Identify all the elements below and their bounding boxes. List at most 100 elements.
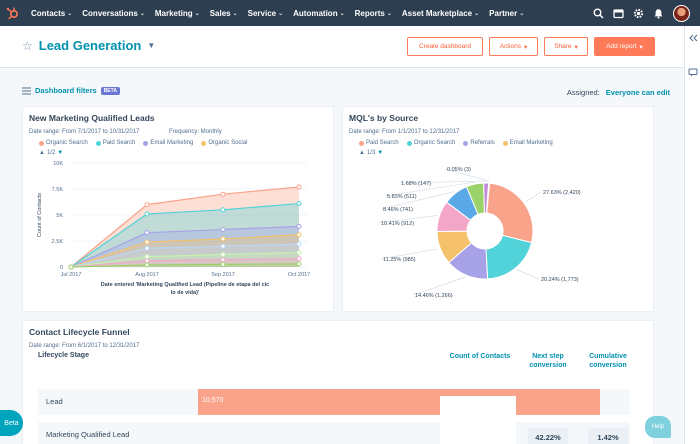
data-point[interactable] <box>144 211 150 217</box>
report-title[interactable]: MQL's by Source <box>349 113 419 123</box>
leader-line <box>398 180 487 184</box>
chevron-down-icon[interactable]: ▼ <box>147 41 156 50</box>
nav-menu: Contacts ⌄ Conversations ⌄ Marketing ⌄ Sales ⌄ S… <box>26 0 529 26</box>
dashboard-title[interactable]: Lead Generation <box>38 38 142 53</box>
beta-feedback-tab[interactable]: Beta <box>0 410 23 436</box>
nav-item-reports[interactable]: Reports ⌄ <box>350 9 397 18</box>
data-point[interactable] <box>220 243 226 249</box>
nav-item-automation[interactable]: Automation ⌄ <box>288 9 349 18</box>
data-point[interactable] <box>144 258 150 264</box>
data-point[interactable] <box>220 207 226 213</box>
data-point[interactable] <box>144 202 150 208</box>
funnel-bar[interactable]: 10,570 <box>198 389 600 415</box>
data-point[interactable] <box>220 236 226 242</box>
data-point[interactable] <box>220 227 226 233</box>
report-title[interactable]: Contact Lifecycle Funnel <box>29 327 130 337</box>
legend-item[interactable]: Email Marketing <box>143 140 193 146</box>
comment-icon[interactable] <box>688 68 698 77</box>
hubspot-logo-icon[interactable] <box>0 0 26 26</box>
leader-line <box>412 276 466 296</box>
data-point[interactable] <box>296 201 302 207</box>
y-tick-label: 2.5K <box>52 239 64 245</box>
data-point[interactable] <box>296 241 302 247</box>
slice-label: 14.46% (1,266) <box>415 293 453 299</box>
data-point[interactable] <box>296 232 302 238</box>
favorite-star-icon[interactable]: ☆ <box>22 38 33 53</box>
col-next-step-conversion[interactable]: Next step conversion <box>529 353 567 369</box>
col-cumulative-conversion[interactable]: Cumulative conversion <box>589 353 627 369</box>
pager-down-icon[interactable]: ▼ <box>57 150 64 156</box>
data-point[interactable] <box>220 257 226 263</box>
legend-item[interactable]: Email Marketing <box>502 140 553 146</box>
data-point[interactable] <box>144 262 150 268</box>
create-dashboard-button[interactable]: Create dashboard <box>407 37 483 56</box>
assigned-value-link[interactable]: Everyone can edit <box>605 88 670 97</box>
pager-up-icon[interactable]: ▲ <box>39 150 45 156</box>
data-point[interactable] <box>220 261 226 267</box>
legend-label: Email Marketing <box>509 140 553 146</box>
dashboard-filters-label[interactable]: Dashboard filters <box>35 86 97 95</box>
data-point[interactable] <box>296 256 302 262</box>
actions-label: Actions <box>499 43 522 50</box>
legend-item[interactable]: Paid Search <box>359 140 399 146</box>
chevron-down-icon: ⌄ <box>139 10 145 17</box>
nav-item-service[interactable]: Service ⌄ <box>243 9 289 18</box>
legend-swatch <box>95 140 101 146</box>
nav-item-sales[interactable]: Sales ⌄ <box>205 9 243 18</box>
data-point[interactable] <box>296 249 302 255</box>
nav-item-marketing[interactable]: Marketing ⌄ <box>150 9 205 18</box>
pie-slice[interactable] <box>485 182 534 244</box>
user-avatar[interactable] <box>673 4 690 22</box>
slice-label: 11.25% (985) <box>383 257 416 263</box>
share-button[interactable]: Share ▾ <box>544 37 588 56</box>
nav-item-contacts[interactable]: Contacts ⌄ <box>26 9 77 18</box>
nav-item-partner[interactable]: Partner ⌄ <box>484 9 529 18</box>
series-area[interactable] <box>71 203 299 267</box>
search-icon[interactable] <box>593 8 604 19</box>
col-count-of-contacts[interactable]: Count of Contacts <box>449 353 511 360</box>
funnel-row[interactable]: Lead 10,570 <box>38 389 630 415</box>
dashboard-filters[interactable]: Dashboard filters BETA <box>22 86 120 95</box>
report-title[interactable]: New Marketing Qualified Leads <box>29 113 155 123</box>
data-point[interactable] <box>144 254 150 260</box>
data-point[interactable] <box>296 223 302 229</box>
leader-line <box>384 181 475 197</box>
data-point[interactable] <box>144 230 150 236</box>
settings-gear-icon[interactable] <box>633 8 644 19</box>
leader-line <box>380 191 455 210</box>
legend-pager[interactable]: ▲ 1/3 ▼ <box>359 150 383 156</box>
pager-down-icon[interactable]: ▼ <box>377 150 384 156</box>
data-point[interactable] <box>296 261 302 267</box>
beta-badge: BETA <box>100 86 120 95</box>
pie-slice[interactable] <box>485 234 533 280</box>
notifications-bell-icon[interactable] <box>653 8 664 19</box>
legend-label: Organic Social <box>208 140 248 146</box>
slice-label: 8.46% (741) <box>383 207 413 213</box>
legend-item[interactable]: Paid Search <box>95 140 135 146</box>
legend-item[interactable]: Referrals <box>463 140 495 146</box>
series-area[interactable] <box>71 186 299 267</box>
pager-up-icon[interactable]: ▲ <box>359 150 365 156</box>
expand-chevrons-icon[interactable] <box>688 34 698 42</box>
data-point[interactable] <box>68 264 74 270</box>
marketplace-icon[interactable] <box>613 8 624 19</box>
legend-item[interactable]: Organic Search <box>406 140 455 146</box>
actions-button[interactable]: Actions ▾ <box>489 37 538 56</box>
data-point[interactable] <box>220 191 226 197</box>
legend-pager[interactable]: ▲ 1/2 ▼ <box>39 150 63 156</box>
help-button[interactable]: Help <box>645 416 671 438</box>
data-point[interactable] <box>144 245 150 251</box>
funnel-row[interactable]: Marketing Qualified Lead3,98442.22%1.42% <box>38 422 630 444</box>
legend-item[interactable]: Organic Search <box>39 140 88 146</box>
data-point[interactable] <box>220 252 226 258</box>
nav-item-asset-marketplace[interactable]: Asset Marketplace ⌄ <box>397 9 484 18</box>
legend-item[interactable]: Organic Social <box>201 140 247 146</box>
chevron-down-icon: ⌄ <box>339 10 345 17</box>
legend-swatch <box>502 140 508 146</box>
add-report-button[interactable]: Add report ▾ <box>594 37 655 56</box>
data-point[interactable] <box>296 184 302 190</box>
data-point[interactable] <box>144 239 150 245</box>
nav-item-conversations[interactable]: Conversations ⌄ <box>77 9 150 18</box>
legend-label: Organic Search <box>46 140 88 146</box>
pie-slice[interactable] <box>485 182 491 214</box>
